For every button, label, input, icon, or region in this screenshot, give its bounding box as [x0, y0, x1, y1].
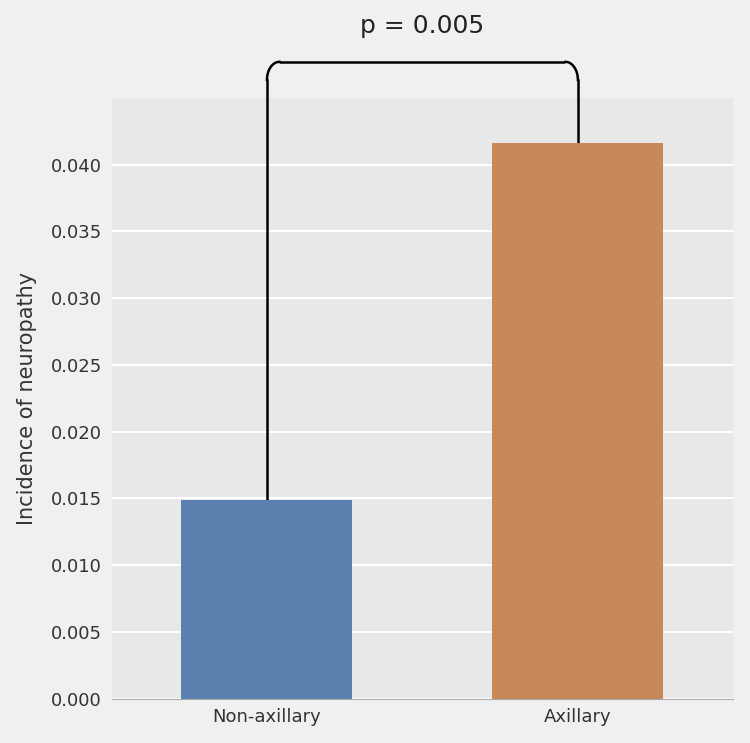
Bar: [182, 500, 352, 698]
Text: p = 0.005: p = 0.005: [360, 14, 484, 38]
Y-axis label: Incidence of neuropathy: Incidence of neuropathy: [16, 272, 37, 525]
Bar: [493, 143, 664, 698]
